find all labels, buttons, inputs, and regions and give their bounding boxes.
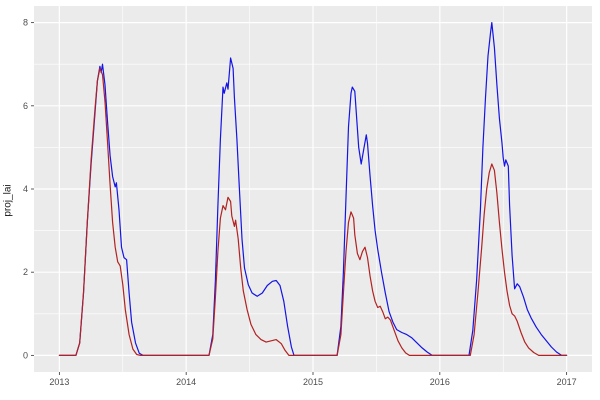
blue-line: [58, 22, 568, 356]
y-tick-label: 2: [23, 267, 28, 277]
y-tick-label: 6: [23, 101, 28, 111]
y-tick-label: 8: [23, 18, 28, 28]
red-line: [58, 67, 568, 356]
y-tick-label: 0: [23, 350, 28, 360]
x-tick-label: 2014: [176, 377, 196, 387]
y-tick-label: 4: [23, 184, 28, 194]
x-tick-label: 2015: [303, 377, 323, 387]
x-tick-label: 2016: [430, 377, 450, 387]
x-tick-label: 2017: [557, 377, 577, 387]
x-tick-label: 2013: [49, 377, 69, 387]
